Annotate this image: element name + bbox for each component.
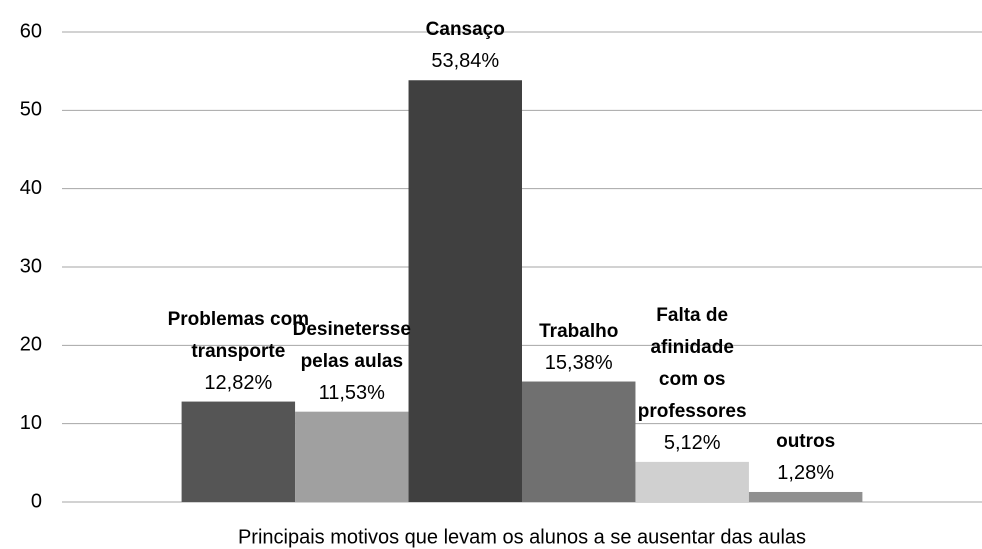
bar-label: Problemas com transporte 12,82% xyxy=(148,304,328,398)
y-tick-label: 50 xyxy=(20,99,42,121)
value-label: 15,38% xyxy=(544,351,613,374)
bar-label: Desinetersse pelas aulas 11,53% xyxy=(277,314,427,408)
value-label: 5,12% xyxy=(663,431,721,454)
series-name: outros xyxy=(776,430,836,452)
y-tick-label: 20 xyxy=(20,334,42,356)
series-name: Problemas com transporte xyxy=(167,308,310,362)
bar xyxy=(748,491,863,502)
x-axis-label: Principais motivos que levam os alunos a… xyxy=(238,526,806,548)
y-tick-label: 30 xyxy=(20,255,42,277)
y-tick-label: 10 xyxy=(20,412,42,434)
series-name: Trabalho xyxy=(539,320,619,342)
bar-label: Trabalho 15,38% xyxy=(504,316,654,378)
bar xyxy=(635,461,749,502)
bar xyxy=(295,411,409,502)
y-tick-label: 60 xyxy=(20,20,42,42)
bar-label: Cansaço 53,84% xyxy=(390,14,540,76)
value-label: 11,53% xyxy=(318,381,385,404)
value-label: 1,28% xyxy=(777,461,835,484)
bar xyxy=(181,401,296,502)
series-name: Cansaço xyxy=(425,19,505,41)
bar-label: outros 1,28% xyxy=(741,426,871,488)
y-tick-label: 0 xyxy=(31,490,42,512)
series-name: Desinetersse pelas aulas xyxy=(292,318,411,372)
bar xyxy=(522,381,636,502)
bar xyxy=(408,80,522,503)
value-label: 53,84% xyxy=(431,50,500,73)
y-tick-label: 40 xyxy=(20,177,42,199)
bar-label: Falta de afinidade com os professores 5,1… xyxy=(630,300,755,458)
value-label: 12,82% xyxy=(204,371,273,394)
series-name: Falta de afinidade com os professores xyxy=(637,304,747,422)
